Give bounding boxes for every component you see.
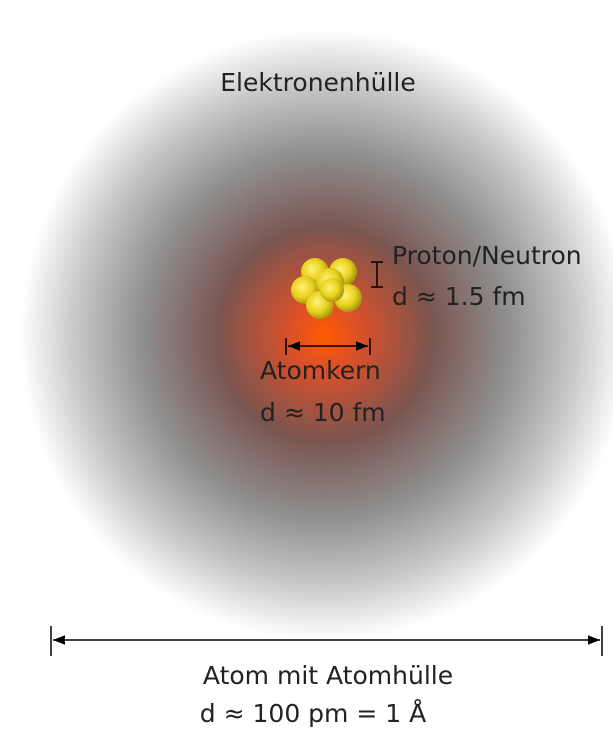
shell-label: Elektronenhülle <box>220 68 415 97</box>
nucleon-size: d ≈ 1.5 fm <box>392 282 526 311</box>
atom-size: d ≈ 100 pm = 1 Å <box>200 699 426 728</box>
nucleus-label: Atomkern <box>260 356 381 385</box>
nucleus <box>291 258 362 319</box>
nucleon-scale <box>371 261 383 288</box>
atom-scale <box>50 626 603 656</box>
nucleus-size: d ≈ 10 fm <box>260 398 386 427</box>
nucleus-scale <box>285 338 371 355</box>
atom-label: Atom mit Atomhülle <box>203 661 453 690</box>
nucleon-label: Proton/Neutron <box>392 241 582 270</box>
electron-cloud <box>20 30 613 640</box>
